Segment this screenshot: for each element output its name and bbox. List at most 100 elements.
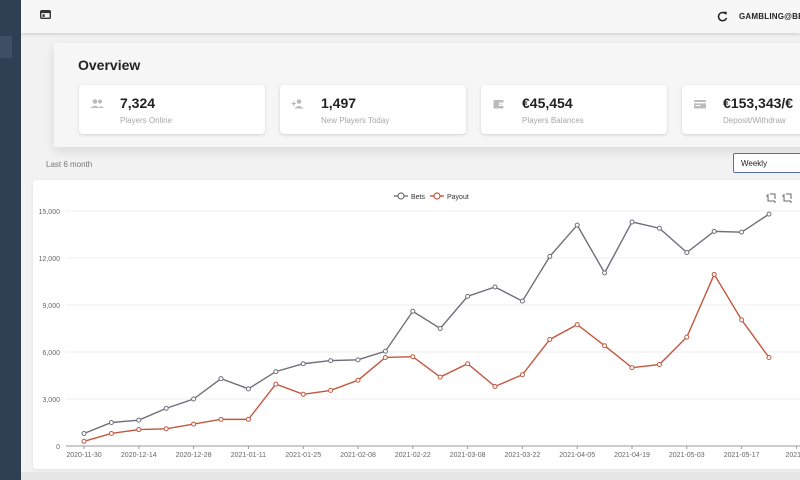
bets-payout-line-chart: 15,000 12,000 9,000 6,000 3,000 0 2020-11-30 20…: [39, 192, 800, 459]
data-point-bets[interactable]: [410, 308, 416, 314]
crop-reset-icon[interactable]: [782, 193, 792, 203]
data-point-payout[interactable]: [519, 372, 525, 378]
data-point-payout[interactable]: [684, 334, 690, 340]
data-point-payout[interactable]: [382, 354, 388, 360]
data-point-bets[interactable]: [629, 219, 635, 225]
wallet-icon: [493, 100, 504, 109]
data-point-bets[interactable]: [465, 293, 471, 299]
data-point-bets[interactable]: [81, 430, 87, 436]
data-point-payout[interactable]: [492, 383, 498, 389]
stat-card-players-balances: €45,454 Players Balances: [481, 85, 667, 134]
y-tick-label: 6,000: [42, 350, 60, 357]
x-tick-label: 2021-03-08: [450, 452, 486, 459]
browser-window-icon[interactable]: [40, 10, 51, 19]
credit-card-icon: [694, 100, 706, 109]
x-tick-label: 2020-12-14: [121, 452, 157, 459]
user-add-icon: [291, 99, 304, 109]
legend-label[interactable]: Bets: [411, 194, 426, 201]
x-tick-label: 2020-12-28: [176, 452, 212, 459]
data-point-bets[interactable]: [656, 225, 662, 231]
data-point-bets[interactable]: [136, 417, 142, 423]
data-point-bets[interactable]: [273, 369, 279, 375]
data-point-payout[interactable]: [191, 421, 197, 427]
data-point-payout[interactable]: [136, 427, 142, 433]
granularity-select[interactable]: Weekly: [733, 153, 800, 173]
users-icon: [90, 99, 104, 108]
refresh-icon[interactable]: [717, 11, 728, 22]
data-point-payout[interactable]: [656, 362, 662, 368]
data-point-payout[interactable]: [108, 430, 114, 436]
data-point-payout[interactable]: [218, 416, 224, 422]
data-point-payout[interactable]: [355, 377, 361, 383]
data-point-bets[interactable]: [739, 229, 745, 235]
data-point-bets[interactable]: [163, 405, 169, 411]
legend-label[interactable]: Payout: [447, 194, 469, 201]
data-point-bets[interactable]: [300, 361, 306, 367]
y-tick-label: 15,000: [39, 209, 61, 216]
stat-card-deposit-withdraw: €153,343/€ Deposit/Withdraw: [682, 85, 800, 134]
data-point-bets[interactable]: [684, 250, 690, 256]
data-point-bets[interactable]: [602, 270, 608, 276]
data-point-payout[interactable]: [245, 416, 251, 422]
x-tick-label: 2021-05-17: [724, 452, 760, 459]
data-point-bets[interactable]: [519, 298, 525, 304]
top-bar: GAMBLING@BETS: [21, 0, 800, 33]
data-point-bets[interactable]: [218, 376, 224, 382]
data-point-bets[interactable]: [245, 386, 251, 392]
user-email[interactable]: GAMBLING@BETS: [739, 12, 800, 21]
data-point-payout[interactable]: [300, 391, 306, 397]
x-tick-label: 2021-05-03: [669, 452, 705, 459]
data-point-bets[interactable]: [382, 348, 388, 354]
data-point-payout[interactable]: [739, 317, 745, 323]
stat-label: Deposit/Withdraw: [723, 116, 786, 125]
data-point-bets[interactable]: [574, 222, 580, 228]
stat-value: €153,343/€: [723, 95, 794, 111]
x-tick-label: 2021-03-22: [504, 452, 540, 459]
crop-icon[interactable]: [766, 193, 776, 203]
x-tick-label: 2021-02-22: [395, 452, 431, 459]
x-tick-label: 2021-02-08: [340, 452, 376, 459]
data-point-payout[interactable]: [574, 322, 580, 328]
sidebar-active-tab[interactable]: [0, 36, 12, 58]
period-label: Last 6 month: [46, 160, 93, 169]
data-point-bets[interactable]: [355, 357, 361, 363]
data-point-payout[interactable]: [81, 438, 87, 444]
stat-label: Players Online: [120, 116, 173, 125]
stat-card-players-online: 7,324 Players Online: [79, 85, 265, 134]
data-point-payout[interactable]: [629, 365, 635, 371]
data-point-bets[interactable]: [492, 284, 498, 290]
x-tick-label: 2021-04-19: [614, 452, 650, 459]
sidebar: [0, 0, 21, 480]
data-point-payout[interactable]: [163, 426, 169, 432]
data-point-payout[interactable]: [547, 336, 553, 342]
bottom-strip: [21, 472, 800, 480]
legend-marker[interactable]: [433, 192, 441, 200]
y-tick-label: 3,000: [42, 397, 60, 404]
data-point-bets[interactable]: [108, 420, 114, 425]
stat-label: New Players Today: [321, 116, 390, 125]
data-point-payout[interactable]: [410, 354, 416, 360]
data-point-payout[interactable]: [766, 354, 772, 360]
data-point-bets[interactable]: [191, 396, 197, 402]
data-point-payout[interactable]: [602, 343, 608, 349]
data-point-payout[interactable]: [273, 381, 279, 387]
x-tick-label: 2021-01-11: [231, 452, 266, 459]
stat-card-new-players: 1,497 New Players Today: [280, 85, 466, 134]
stat-value: 1,497: [321, 95, 357, 111]
y-tick-label: 12,000: [39, 256, 61, 263]
series-line-bets: [83, 213, 770, 435]
data-point-bets[interactable]: [766, 211, 772, 217]
data-point-payout[interactable]: [711, 271, 717, 277]
data-point-bets[interactable]: [328, 358, 334, 364]
data-point-bets[interactable]: [711, 228, 717, 234]
data-point-payout[interactable]: [465, 361, 471, 367]
data-point-bets[interactable]: [547, 253, 553, 259]
data-point-payout[interactable]: [437, 374, 443, 380]
data-point-bets[interactable]: [437, 326, 443, 331]
x-tick-label: 2020-11-30: [66, 452, 101, 459]
stat-label: Players Balances: [522, 116, 584, 125]
x-tick-label: 2021-04-05: [559, 452, 595, 459]
legend-marker[interactable]: [397, 192, 405, 200]
data-point-payout[interactable]: [328, 387, 334, 393]
stat-value: €45,454: [522, 95, 573, 111]
